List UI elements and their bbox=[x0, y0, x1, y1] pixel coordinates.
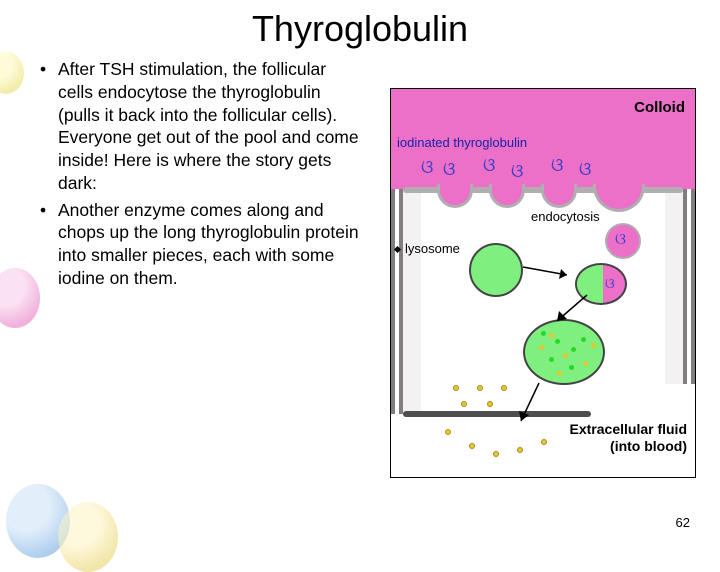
hormone-dot bbox=[477, 385, 483, 391]
digest-dot bbox=[549, 357, 554, 362]
hormone-dot bbox=[563, 353, 568, 358]
hormone-dot bbox=[469, 443, 475, 449]
arrow-icon bbox=[549, 291, 599, 331]
arrow-icon bbox=[511, 379, 551, 429]
cell-boundary bbox=[691, 189, 695, 384]
arrow-icon bbox=[519, 249, 579, 289]
hormone-dot bbox=[549, 333, 554, 338]
endocytic-pit bbox=[489, 184, 525, 208]
label-line: Extracellular fluid bbox=[570, 421, 687, 437]
hormone-dot bbox=[541, 439, 547, 445]
hormone-dot bbox=[453, 385, 459, 391]
endocytosis-label: endocytosis bbox=[531, 209, 600, 224]
thyroglobulin-icon: ଓ bbox=[421, 157, 433, 178]
basal-membrane bbox=[403, 411, 591, 417]
bullet-item: After TSH stimulation, the follicular ce… bbox=[40, 58, 360, 195]
hormone-dot bbox=[487, 401, 493, 407]
bullet-column: After TSH stimulation, the follicular ce… bbox=[40, 58, 360, 294]
page-number: 62 bbox=[676, 515, 690, 530]
thyroglobulin-icon: ଓ bbox=[579, 159, 591, 180]
digest-dot bbox=[581, 337, 586, 342]
thyroglobulin-icon: ଓ bbox=[483, 155, 495, 176]
digest-dot bbox=[569, 365, 574, 370]
iodinated-thyroglobulin-label: iodinated thyroglobulin bbox=[397, 135, 527, 150]
colloid-label: Colloid bbox=[634, 99, 685, 116]
digest-dot bbox=[555, 339, 560, 344]
thyroid-diagram: Colloid iodinated thyroglobulin ଓ ଓ ଓ ଓ … bbox=[390, 88, 696, 478]
hormone-dot bbox=[583, 361, 588, 366]
hormone-dot bbox=[501, 385, 507, 391]
decorative-balloon bbox=[58, 502, 118, 572]
hormone-dot bbox=[591, 343, 596, 348]
bullet-item: Another enzyme comes along and chops up … bbox=[40, 199, 360, 290]
digest-dot bbox=[541, 331, 546, 336]
hormone-dot bbox=[493, 451, 499, 457]
lysosome-label: lysosome bbox=[405, 241, 460, 256]
thyroglobulin-icon: ଓ bbox=[551, 155, 563, 176]
hormone-dot bbox=[557, 371, 562, 376]
hormone-dot bbox=[461, 401, 467, 407]
digest-dot bbox=[571, 347, 576, 352]
endocytic-pit bbox=[541, 184, 577, 208]
lysosome-vesicle bbox=[469, 243, 523, 297]
extracellular-fluid-label: Extracellular fluid (into blood) bbox=[570, 421, 687, 455]
hormone-dot bbox=[445, 429, 451, 435]
endocytic-pit bbox=[593, 184, 645, 212]
hormone-dot bbox=[517, 447, 523, 453]
endocytic-pit bbox=[437, 184, 473, 208]
thyroglobulin-icon: ଓ bbox=[511, 161, 523, 182]
endocytic-vesicle bbox=[605, 223, 641, 259]
cell-boundary bbox=[399, 189, 403, 414]
hormone-dot bbox=[539, 345, 544, 350]
slide-title: Thyroglobulin bbox=[0, 8, 720, 50]
label-line: (into blood) bbox=[610, 438, 687, 454]
cell-boundary bbox=[683, 189, 687, 384]
cell-boundary bbox=[391, 189, 395, 414]
thyroglobulin-icon: ଓ bbox=[443, 159, 455, 180]
